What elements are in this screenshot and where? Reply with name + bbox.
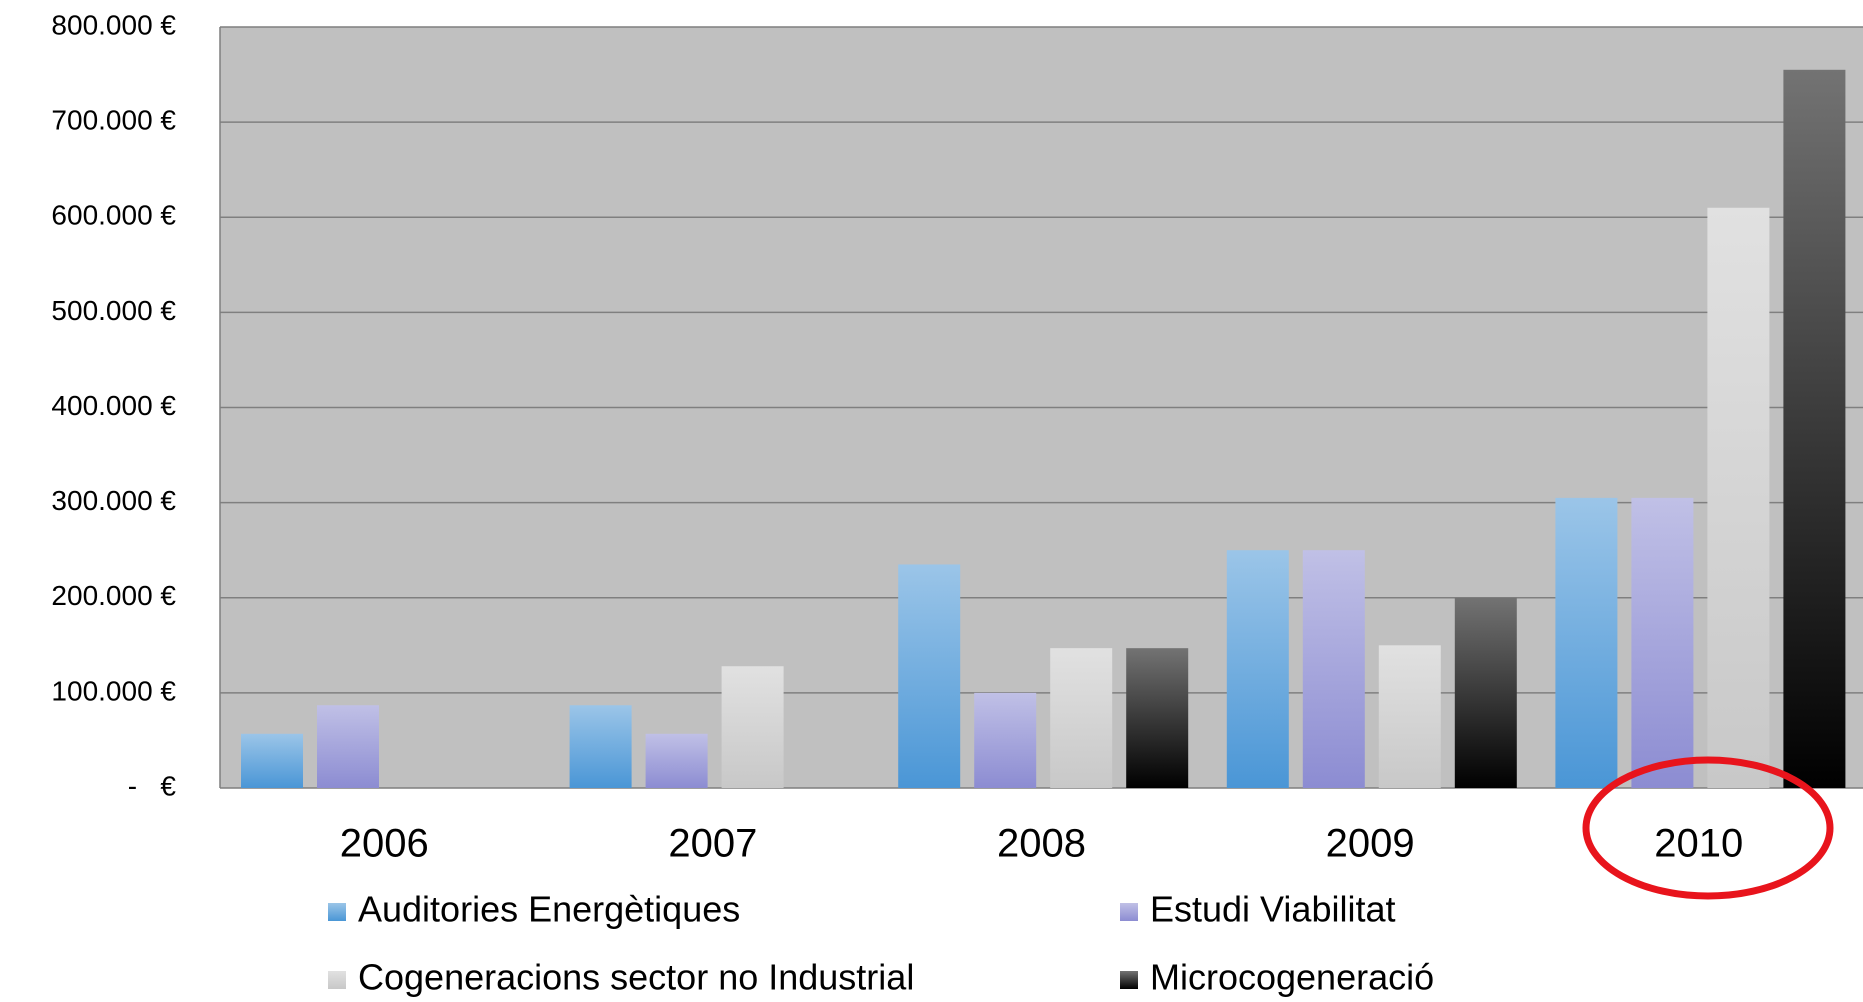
y-tick-label: - €	[128, 770, 177, 801]
legend-swatch	[1120, 971, 1138, 989]
x-tick-label: 2007	[668, 822, 757, 866]
bar	[1126, 648, 1189, 788]
bar	[974, 692, 1037, 788]
legend-label: Auditories Energètiques	[358, 889, 740, 930]
bar	[1631, 497, 1694, 788]
bar	[1783, 69, 1846, 788]
bar	[1050, 648, 1113, 788]
bar	[317, 705, 379, 788]
legend-swatch	[328, 971, 346, 989]
legend-swatch	[1120, 903, 1138, 921]
bar	[1454, 597, 1517, 788]
x-tick-label: 2006	[340, 822, 429, 866]
bar	[1555, 497, 1618, 788]
legend-label: Microcogeneració	[1150, 957, 1434, 998]
bar	[898, 564, 961, 788]
bar	[1707, 207, 1770, 789]
bar	[645, 733, 708, 788]
y-tick-label: 300.000 €	[51, 485, 176, 516]
bar	[241, 733, 303, 788]
legend-label: Cogeneracions sector no Industrial	[358, 957, 914, 998]
y-tick-label: 200.000 €	[51, 580, 176, 611]
y-tick-label: 800.000 €	[51, 9, 176, 40]
y-tick-label: 600.000 €	[51, 200, 176, 231]
legend-swatch	[328, 903, 346, 921]
x-tick-label: 2010	[1654, 822, 1743, 866]
x-tick-label: 2009	[1326, 822, 1415, 866]
y-tick-label: 400.000 €	[51, 390, 176, 421]
y-tick-label: 100.000 €	[51, 675, 176, 706]
y-tick-label: 500.000 €	[51, 295, 176, 326]
legend-label: Estudi Viabilitat	[1150, 889, 1395, 930]
bar	[1226, 550, 1289, 788]
bar	[1378, 645, 1441, 788]
bar	[721, 666, 784, 788]
x-tick-label: 2008	[997, 822, 1086, 866]
bar	[1302, 550, 1365, 788]
bar	[569, 705, 632, 788]
highlight-ellipse	[1582, 756, 1834, 900]
y-tick-label: 700.000 €	[51, 105, 176, 136]
